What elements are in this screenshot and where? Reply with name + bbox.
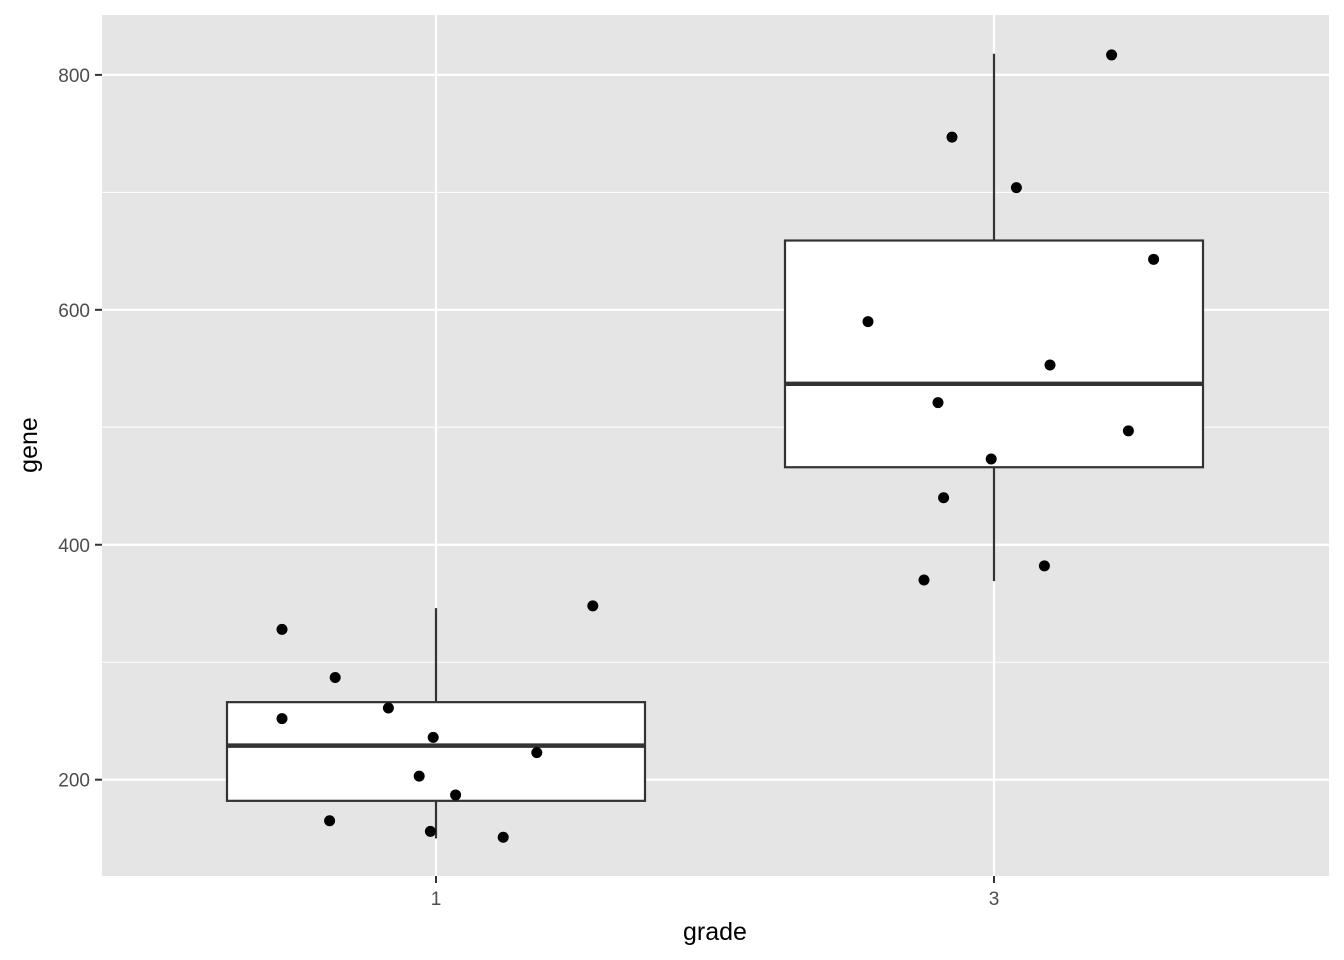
data-point [531,747,543,759]
box-iqr [225,701,647,802]
x-tick-label: 3 [989,889,1000,910]
data-point [450,789,462,801]
data-point [862,316,874,328]
x-tick-label: 1 [431,889,442,910]
data-point [587,600,599,612]
data-point [497,831,509,843]
data-point [932,397,944,409]
data-points [276,49,1160,843]
y-tick-label: 600 [58,301,90,322]
data-point [1148,253,1160,265]
data-point [918,574,930,586]
data-point [382,702,394,714]
y-axis-title: gene [15,417,43,473]
data-point [938,492,950,504]
data-point [427,731,439,743]
box-group [225,608,647,839]
data-point [324,815,336,827]
y-tick-label: 400 [58,536,90,557]
data-point [1010,182,1022,194]
data-point [276,623,288,635]
data-point [1122,425,1134,437]
data-point [985,453,997,465]
data-point [1038,560,1050,572]
data-point [1106,49,1118,61]
y-tick-label: 800 [58,66,90,87]
data-point [1044,359,1056,371]
data-point [946,131,958,143]
box-iqr [783,239,1205,469]
data-point [276,713,288,725]
data-point [329,671,341,683]
data-point [413,770,425,782]
y-axis: 200 400 600 800 [58,66,102,792]
x-axis-title: grade [683,918,747,946]
y-tick-label: 200 [58,771,90,792]
data-point [424,825,436,837]
